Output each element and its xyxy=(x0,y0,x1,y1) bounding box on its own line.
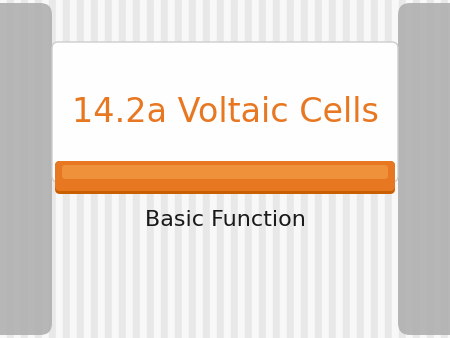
Bar xyxy=(168,0,175,338)
Bar xyxy=(329,0,336,338)
Bar xyxy=(357,0,364,338)
Bar xyxy=(287,0,294,338)
Bar xyxy=(175,0,182,338)
Bar xyxy=(413,0,420,338)
Bar xyxy=(301,0,308,338)
Bar xyxy=(119,0,126,338)
Bar xyxy=(399,0,406,338)
Bar xyxy=(154,0,161,338)
Bar xyxy=(322,0,329,338)
Bar xyxy=(203,0,210,338)
Bar xyxy=(7,0,14,338)
Bar xyxy=(21,0,28,338)
Bar xyxy=(91,0,98,338)
Bar xyxy=(126,0,133,338)
FancyBboxPatch shape xyxy=(0,3,52,335)
Bar xyxy=(336,0,343,338)
Bar xyxy=(77,0,84,338)
Bar xyxy=(427,0,434,338)
Bar xyxy=(259,0,266,338)
Bar xyxy=(217,0,224,338)
Bar xyxy=(35,0,42,338)
Bar xyxy=(266,0,273,338)
Bar xyxy=(343,0,350,338)
FancyBboxPatch shape xyxy=(52,42,398,182)
Bar xyxy=(105,0,112,338)
Bar xyxy=(42,0,49,338)
Bar xyxy=(63,0,70,338)
Bar xyxy=(210,0,217,338)
Bar xyxy=(238,0,245,338)
Bar xyxy=(364,0,371,338)
FancyBboxPatch shape xyxy=(55,161,395,194)
Bar xyxy=(315,0,322,338)
FancyBboxPatch shape xyxy=(398,3,450,335)
Bar xyxy=(49,0,56,338)
Bar xyxy=(231,0,238,338)
Bar xyxy=(112,0,119,338)
FancyBboxPatch shape xyxy=(55,161,395,191)
Bar xyxy=(147,0,154,338)
Bar xyxy=(28,0,35,338)
Bar xyxy=(448,0,450,338)
Bar xyxy=(70,0,77,338)
Bar xyxy=(161,0,168,338)
Bar xyxy=(182,0,189,338)
Bar xyxy=(308,0,315,338)
Bar xyxy=(196,0,203,338)
Bar xyxy=(189,0,196,338)
Bar xyxy=(14,0,21,338)
Bar xyxy=(224,0,231,338)
Bar xyxy=(273,0,280,338)
Bar xyxy=(350,0,357,338)
Bar xyxy=(245,0,252,338)
Bar xyxy=(434,0,441,338)
Text: 14.2a Voltaic Cells: 14.2a Voltaic Cells xyxy=(72,96,378,128)
Bar xyxy=(98,0,105,338)
Bar xyxy=(140,0,147,338)
Bar xyxy=(371,0,378,338)
Bar xyxy=(294,0,301,338)
FancyBboxPatch shape xyxy=(62,165,388,179)
Bar xyxy=(385,0,392,338)
Bar xyxy=(441,0,448,338)
Bar xyxy=(0,0,7,338)
Bar xyxy=(252,0,259,338)
Bar xyxy=(84,0,91,338)
Bar xyxy=(392,0,399,338)
Bar xyxy=(378,0,385,338)
Bar xyxy=(406,0,413,338)
Bar xyxy=(420,0,427,338)
Bar xyxy=(280,0,287,338)
Bar xyxy=(133,0,140,338)
Bar xyxy=(56,0,63,338)
Text: Basic Function: Basic Function xyxy=(144,210,306,230)
